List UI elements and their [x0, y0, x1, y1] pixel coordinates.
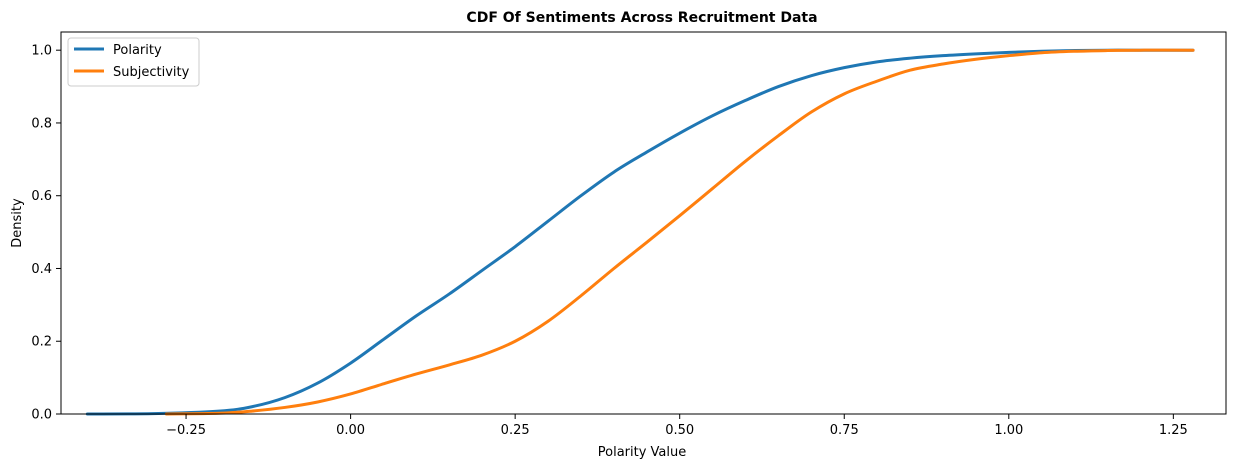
x-axis-label: Polarity Value — [598, 445, 687, 460]
x-tick-label: 0.00 — [336, 423, 365, 438]
y-tick-label: 0.6 — [31, 189, 52, 204]
series-layer — [85, 48, 1195, 416]
y-tick-label: 1.0 — [31, 44, 52, 59]
series-line-subjectivity — [164, 48, 1195, 416]
y-axis-ticks: 0.0 0.2 0.4 0.6 0.8 1.0 — [31, 44, 61, 423]
y-tick-label: 0.2 — [31, 335, 52, 350]
y-axis-label: Density — [10, 198, 25, 248]
y-tick-label: 0.8 — [31, 116, 52, 131]
x-tick-label: 0.50 — [665, 423, 694, 438]
x-tick-label: 1.25 — [1159, 423, 1188, 438]
legend-label-polarity: Polarity — [113, 43, 162, 58]
y-tick-label: 0.0 — [31, 408, 52, 423]
plot-frame — [60, 31, 1227, 415]
x-tick-label: 0.75 — [830, 423, 859, 438]
x-tick-label: −0.25 — [166, 423, 206, 438]
series-line-polarity — [85, 48, 1195, 416]
x-axis-ticks: −0.25 0.00 0.25 0.50 0.75 1.00 1.25 — [166, 414, 1188, 438]
legend-label-subjectivity: Subjectivity — [113, 65, 190, 80]
y-tick-label: 0.4 — [31, 262, 52, 277]
legend: Polarity Subjectivity — [67, 37, 200, 87]
x-tick-label: 1.00 — [994, 423, 1023, 438]
chart-title: CDF Of Sentiments Across Recruitment Dat… — [466, 10, 817, 26]
x-tick-label: 0.25 — [501, 423, 530, 438]
